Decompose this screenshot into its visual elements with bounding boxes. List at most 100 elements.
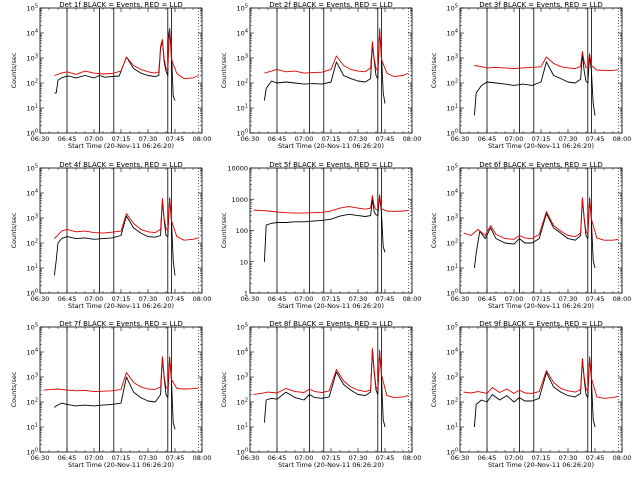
chart-title: Det 1f BLACK = Events, RED = LLD <box>59 1 182 9</box>
y-tick-label: 101 <box>447 264 458 273</box>
lld-series-line <box>463 197 619 241</box>
y-tick-label: 100 <box>27 129 38 138</box>
x-tick-label: 06:45 <box>478 295 497 303</box>
y-tick-label: 101 <box>27 104 38 113</box>
y-tick-label: 100 <box>27 289 38 298</box>
x-tick-label: 07:15 <box>322 454 341 462</box>
y-tick-label: 102 <box>237 79 248 88</box>
x-tick-label: 07:45 <box>376 295 395 303</box>
x-tick-label: 08:00 <box>613 454 632 462</box>
x-axis-label: Start Time (20-Nov-11 06:26:20) <box>68 142 174 150</box>
x-tick-label: 06:45 <box>478 135 497 143</box>
x-tick-label: 07:00 <box>505 135 524 143</box>
chart-panel: Det 5f BLACK = Events, RED = LLD 1 10 100 10… <box>220 161 421 310</box>
y-tick-label: 105 <box>237 323 248 332</box>
x-axis-label: Start Time (20-Nov-11 06:26:20) <box>488 461 594 469</box>
y-tick-label: 100 <box>447 448 458 457</box>
x-tick-label: 07:30 <box>139 135 158 143</box>
x-tick-label: 08:00 <box>193 295 212 303</box>
y-tick-label: 103 <box>237 54 248 63</box>
x-tick-label: 08:00 <box>613 295 632 303</box>
y-tick-label: 104 <box>447 29 458 38</box>
x-tick-label: 07:00 <box>505 295 524 303</box>
x-tick-label: 06:30 <box>31 135 50 143</box>
x-axis-label: Start Time (20-Nov-11 06:26:20) <box>488 302 594 310</box>
lld-series-line <box>253 347 409 399</box>
x-tick-label: 07:45 <box>166 295 185 303</box>
chart-panel: Det 7f BLACK = Events, RED = LLD 100 101 10… <box>10 320 211 469</box>
y-tick-label: 102 <box>27 79 38 88</box>
lld-series-line <box>264 28 409 78</box>
y-tick-label: 104 <box>447 189 458 198</box>
x-tick-label: 07:30 <box>349 135 368 143</box>
chart-title: Det 6f BLACK = Events, RED = LLD <box>479 161 602 169</box>
y-tick-label: 1000 <box>231 196 248 204</box>
x-tick-label: 08:00 <box>403 454 422 462</box>
chart-title: Det 8f BLACK = Events, RED = LLD <box>269 320 392 328</box>
y-axis-label: Counts/sec <box>430 371 438 407</box>
y-tick-label: 104 <box>27 189 38 198</box>
y-tick-label: 100 <box>27 448 38 457</box>
x-tick-label: 07:00 <box>85 135 104 143</box>
x-tick-label: 06:30 <box>241 295 260 303</box>
y-tick-label: 105 <box>237 4 248 13</box>
chart-panel: Det 9f BLACK = Events, RED = LLD 100 101 10… <box>430 320 631 469</box>
x-tick-label: 07:30 <box>349 454 368 462</box>
x-tick-label: 06:30 <box>241 454 260 462</box>
events-series-line <box>54 357 176 430</box>
events-series-line <box>263 195 386 262</box>
events-series-line <box>473 357 596 428</box>
y-tick-label: 100 <box>236 227 248 235</box>
x-tick-label: 06:45 <box>268 135 287 143</box>
x-tick-label: 07:45 <box>166 135 185 143</box>
y-axis-label: Counts/sec <box>430 212 438 248</box>
x-tick-label: 07:15 <box>322 135 341 143</box>
events-series-line <box>473 53 596 116</box>
y-tick-label: 101 <box>447 423 458 432</box>
x-tick-label: 06:30 <box>451 135 470 143</box>
events-series-line <box>263 349 386 428</box>
lld-series-line <box>54 197 199 241</box>
x-tick-label: 07:45 <box>376 135 395 143</box>
lld-series-line <box>474 51 619 71</box>
y-tick-label: 101 <box>27 423 38 432</box>
x-tick-label: 07:45 <box>166 454 185 462</box>
chart-title: Det 7f BLACK = Events, RED = LLD <box>59 320 182 328</box>
y-tick-label: 102 <box>447 239 458 248</box>
y-axis-label: Counts/sec <box>10 212 18 248</box>
lld-series-line <box>463 356 619 399</box>
chart-panel: Det 2f BLACK = Events, RED = LLD 100 101 10… <box>220 1 421 150</box>
y-tick-label: 101 <box>447 104 458 113</box>
y-tick-label: 105 <box>27 164 38 173</box>
y-tick-label: 100 <box>447 129 458 138</box>
y-tick-label: 102 <box>27 398 38 407</box>
y-tick-label: 104 <box>447 348 458 357</box>
y-tick-label: 103 <box>447 214 458 223</box>
x-tick-label: 06:30 <box>31 454 50 462</box>
y-tick-label: 103 <box>27 373 38 382</box>
y-tick-label: 102 <box>27 239 38 248</box>
y-tick-label: 105 <box>447 164 458 173</box>
x-tick-label: 07:15 <box>112 135 131 143</box>
y-tick-label: 102 <box>447 398 458 407</box>
x-tick-label: 07:30 <box>559 295 578 303</box>
chart-panel: Det 4f BLACK = Events, RED = LLD 100 101 10… <box>10 161 211 310</box>
x-tick-label: 06:45 <box>268 454 287 462</box>
x-tick-label: 06:30 <box>451 295 470 303</box>
plot-frame <box>459 326 623 453</box>
x-axis-label: Start Time (20-Nov-11 06:26:20) <box>278 461 384 469</box>
x-tick-label: 08:00 <box>403 295 422 303</box>
events-series-line <box>263 30 386 104</box>
y-tick-label: 102 <box>447 79 458 88</box>
y-tick-label: 103 <box>447 373 458 382</box>
chart-title: Det 3f BLACK = Events, RED = LLD <box>479 1 602 9</box>
y-tick-label: 100 <box>237 129 248 138</box>
chart-panel: Det 3f BLACK = Events, RED = LLD 100 101 10… <box>430 1 631 150</box>
x-tick-label: 07:00 <box>85 454 104 462</box>
x-axis-label: Start Time (20-Nov-11 06:26:20) <box>278 142 384 150</box>
plot-frame <box>249 167 413 294</box>
x-tick-label: 06:45 <box>478 454 497 462</box>
x-axis-label: Start Time (20-Nov-11 06:26:20) <box>278 302 384 310</box>
y-tick-label: 100 <box>447 289 458 298</box>
